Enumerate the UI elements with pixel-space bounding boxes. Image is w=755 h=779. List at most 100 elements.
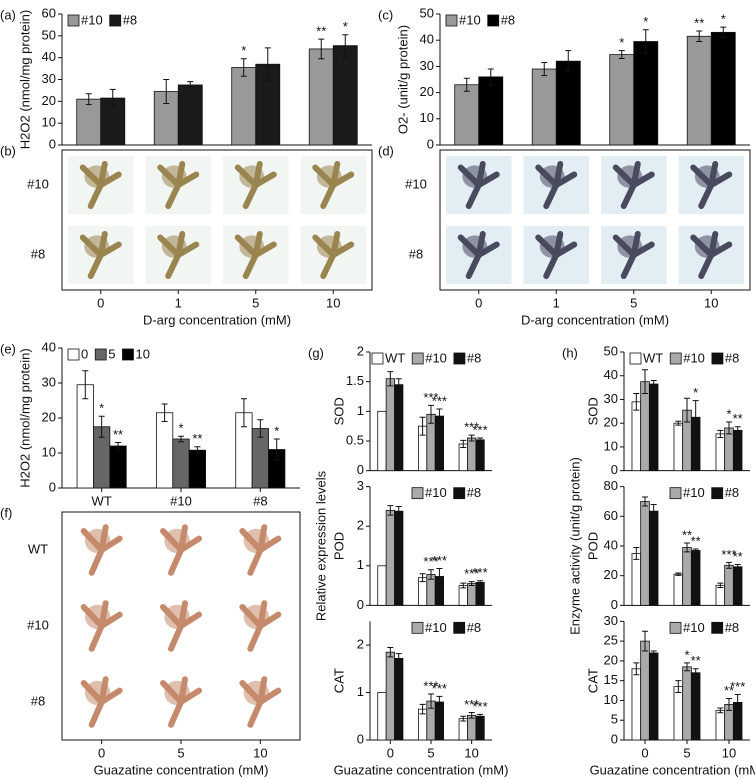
x-tick-label: 0: [98, 745, 105, 760]
x-tick-label: 5: [683, 745, 690, 760]
y-tick-label: 20: [604, 567, 618, 582]
x-axis-label: Guazatine concentration (mM): [334, 762, 509, 777]
x-tick-label: 0: [641, 745, 648, 760]
error-bar: [684, 542, 690, 553]
error-bar: [692, 400, 699, 435]
significance: **: [733, 549, 743, 564]
subplot-label: SOD: [585, 397, 600, 425]
x-tick-label: #10: [170, 493, 192, 508]
leaf: [84, 235, 110, 258]
y-tick-label: 60: [604, 508, 618, 523]
error-bar: [395, 653, 402, 664]
legend-label: 5: [108, 346, 115, 361]
error-bar: [720, 26, 727, 39]
error-bar: [387, 646, 394, 658]
error-bar: [717, 707, 724, 714]
error-bar: [428, 569, 434, 580]
y-axis-label: H2O2 (nmol/mg protein): [17, 10, 32, 149]
error-bar: [734, 564, 741, 570]
x-tick-label: 5: [427, 745, 434, 760]
y-tick-label: 40: [42, 49, 56, 64]
bar: [377, 692, 387, 741]
y-tick-label: 30: [42, 374, 56, 389]
bar: [631, 553, 642, 606]
leaf: [239, 165, 265, 188]
bar: [385, 651, 395, 741]
error-bar: [82, 370, 89, 400]
legend-swatch: [669, 621, 682, 634]
legend-swatch: [94, 348, 107, 361]
error-bar: [650, 379, 657, 389]
error-bar: [428, 693, 434, 709]
significance: *: [343, 19, 348, 34]
bar: [467, 714, 477, 741]
bar: [172, 438, 190, 489]
y-tick-label: 1: [357, 557, 364, 572]
y-tick-label: 10: [420, 110, 434, 125]
bar: [686, 35, 712, 146]
bar: [673, 686, 684, 741]
legend-swatch: [711, 621, 724, 634]
error-bar: [726, 421, 732, 435]
leaf: [462, 235, 488, 258]
error-bar: [642, 496, 648, 507]
y-tick-label: 25: [604, 633, 618, 648]
error-bar: [436, 408, 443, 424]
x-tick-label: 1: [175, 295, 182, 310]
error-bar: [642, 29, 649, 54]
subplot-label: POD: [585, 532, 600, 560]
bar: [710, 31, 736, 146]
legend-swatch: [371, 352, 384, 365]
legend-swatch: [711, 487, 724, 500]
error-bar: [650, 503, 657, 519]
bar: [648, 510, 659, 606]
bar: [109, 445, 127, 489]
y-tick-label: 40: [604, 367, 618, 382]
x-tick-label: 5: [177, 745, 184, 760]
leaf: [462, 165, 488, 188]
legend-label: 0: [81, 346, 88, 361]
bar: [648, 383, 659, 472]
y-tick-label: 10: [42, 444, 56, 459]
error-bar: [487, 68, 494, 86]
error-bar: [477, 580, 484, 585]
x-tick-label: 5: [252, 295, 259, 310]
error-bar: [726, 697, 732, 711]
error-bar: [734, 694, 741, 711]
legend-label: #10: [425, 485, 447, 500]
significance: **: [682, 527, 692, 542]
y-tick-label: 0: [357, 597, 364, 612]
error-bar: [633, 546, 640, 560]
error-bar: [675, 572, 682, 576]
y-tick-label: 2: [357, 637, 364, 652]
error-bar: [436, 568, 443, 585]
y-tick-label: 1: [357, 684, 364, 699]
error-bar: [734, 426, 741, 435]
y-tick-label: 5: [611, 712, 618, 727]
bar: [475, 439, 485, 472]
bar: [673, 573, 684, 606]
x-axis-label: Guazatine concentration (mM): [94, 762, 269, 777]
error-bar: [726, 561, 732, 569]
bar: [724, 564, 734, 606]
bar: [467, 437, 477, 472]
bar: [478, 76, 504, 146]
bar: [682, 547, 692, 606]
leaf: [164, 680, 190, 706]
y-tick-label: 20: [604, 652, 618, 667]
y-tick-label: 50: [604, 343, 618, 358]
x-tick-label: 1: [553, 295, 560, 310]
legend-label: #10: [425, 620, 447, 635]
y-tick-label: 20: [604, 415, 618, 430]
error-bar: [163, 79, 170, 105]
leaf: [239, 235, 265, 258]
legend-swatch: [67, 348, 80, 361]
significance: ***: [464, 420, 479, 435]
leaf: [243, 680, 270, 706]
panel-label: (b): [0, 143, 16, 158]
bar: [732, 429, 743, 472]
x-tick-label: 0: [387, 745, 394, 760]
bar: [609, 54, 635, 146]
significance: *: [99, 401, 104, 416]
error-bar: [109, 88, 116, 108]
